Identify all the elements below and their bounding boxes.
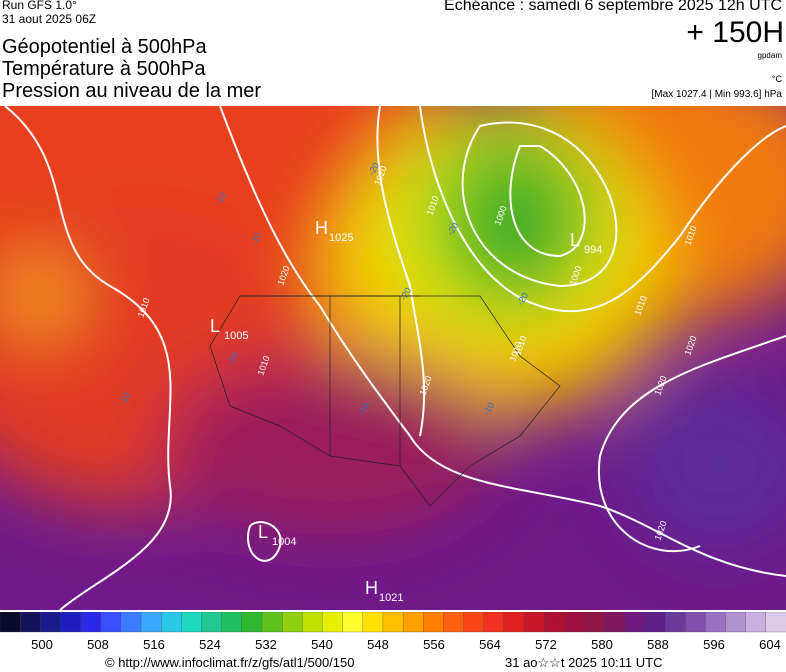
colorbar-swatch [40,612,62,633]
colorbar-swatch [463,612,485,633]
pressure-center-value: 1004 [272,536,296,548]
colorbar-swatch [382,612,404,633]
pressure-center-value: 1021 [379,592,403,604]
pressure-center-letter: L [258,522,268,542]
colorbar-swatch [322,612,344,633]
colorbar-label: 524 [199,637,221,652]
colorbar-label: 532 [255,637,277,652]
colorbar-swatch [362,612,384,633]
run: Run GFS 1.0° [2,0,77,12]
forecast: Echéance : samedi 6 septembre 2025 12h U… [444,0,782,14]
pressure-center-letter: L [570,230,580,250]
colorbar-swatch [443,612,465,633]
colorbar-label: 500 [31,637,53,652]
colorbar-swatch [221,612,243,633]
colorbar-swatch [765,612,786,633]
colorbar-swatch [80,612,102,633]
colorbar-label: 556 [423,637,445,652]
colorbar-label: 588 [647,637,669,652]
colorbar: 500 508 516 524 532 540 548 556 564 572 580 588 596 6… [0,612,786,652]
title: Température à 500hPa [2,58,206,80]
colorbar-swatch [241,612,263,633]
colorbar-swatch [181,612,203,633]
colorbar-swatch [140,612,162,633]
pressure-center-letter: L [210,316,220,336]
colorbar-swatch [423,612,445,633]
colorbar-swatch [523,612,545,633]
pressure-center-letter: H [315,218,328,238]
pressure-center-letter: H [365,578,378,598]
colorbar-swatch [60,612,82,633]
lead: + 150H [686,16,784,49]
colorbar-label: 596 [703,637,725,652]
colorbar-label: 548 [367,637,389,652]
colorbar-swatch [544,612,565,633]
colorbar-swatch [0,612,21,633]
colorbar-swatch [302,612,324,633]
colorbar-swatch [402,612,424,633]
colorbar-swatch [120,612,142,633]
colorbar-swatch [282,612,303,633]
colorbar-swatch [604,612,626,633]
colorbar-swatch [483,612,505,633]
pressure-center-value: 1025 [329,232,353,244]
colorbar-swatch [161,612,183,633]
colorbar-swatch [624,612,646,633]
colorbar-label: 580 [591,637,613,652]
colorbar-swatch [725,612,747,633]
colorbar-swatch [503,612,525,633]
colorbar-label: 508 [87,637,109,652]
title: Géopotentiel à 500hPa [2,36,207,58]
colorbar-label: 604 [759,637,781,652]
colorbar-label: 564 [479,637,501,652]
colorbar-swatch [201,612,223,633]
titles: Géopotentiel à 500hPa Température à 500h… [2,36,261,102]
run-date: 31 aout 2025 06Z [2,12,97,26]
colorbar-swatch [664,612,686,633]
colorbar-swatch [100,612,122,633]
colorbar-swatch [261,612,283,633]
pressure-center-value: 1005 [224,330,248,342]
colorbar-swatch [644,612,666,633]
colorbar-swatch [584,612,606,633]
colorbar-label: 572 [535,637,557,652]
colorbar-swatch [20,612,41,633]
colorbar-swatch [685,612,707,633]
unit-temperature: °C [771,74,782,84]
colorbar-swatch [564,612,586,633]
colorbar-swatch [342,612,364,633]
colorbar-label: 540 [311,637,333,652]
footer-source: © http://www.infoclimat.fr/z/gfs/atl1/50… [105,655,355,670]
colorbar-label: 516 [143,637,165,652]
pressure-range: [Max 1027.4 | Min 993.6] hPa [651,89,782,100]
pressure-center-value: 994 [584,244,602,256]
colorbar-swatch [705,612,727,633]
colorbar-swatch [745,612,767,633]
title: Pression au niveau de la mer [2,80,262,102]
footer-timestamp: 31 ao☆☆t 2025 10:11 UTC [505,655,663,670]
unit-geopotential: gpdam [757,51,782,60]
